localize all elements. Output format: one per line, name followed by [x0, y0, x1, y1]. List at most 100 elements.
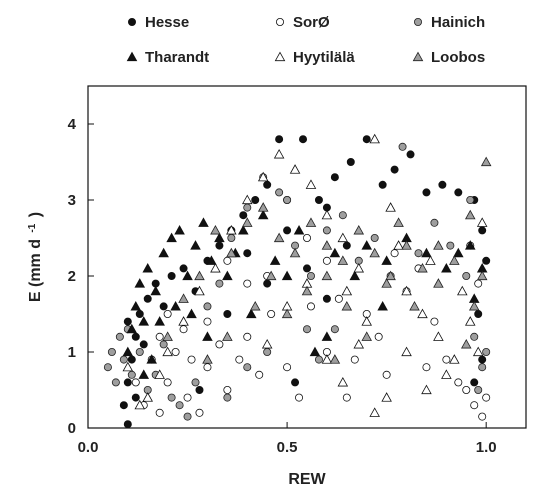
y-tick-label: 2 — [68, 268, 76, 285]
data-point — [342, 241, 351, 250]
data-point — [417, 308, 428, 319]
data-point — [122, 346, 134, 357]
data-point — [163, 378, 172, 387]
data-point — [183, 412, 192, 421]
data-point — [143, 294, 152, 303]
data-point — [454, 378, 463, 387]
data-point — [482, 347, 491, 356]
data-point — [301, 285, 313, 296]
data-point — [215, 241, 224, 250]
data-point — [381, 255, 392, 265]
series-3 — [122, 209, 488, 379]
data-point — [433, 240, 444, 250]
data-point — [215, 340, 224, 349]
data-point — [273, 148, 285, 159]
data-point — [362, 135, 371, 144]
data-point — [195, 385, 204, 394]
data-point — [283, 195, 292, 204]
data-point — [178, 293, 189, 303]
data-point — [353, 338, 365, 349]
data-point — [353, 262, 365, 273]
data-point — [442, 355, 451, 364]
data-point — [361, 316, 373, 326]
data-point — [187, 355, 196, 364]
data-point — [155, 408, 164, 417]
data-point — [401, 285, 412, 296]
data-point — [273, 232, 285, 243]
data-point — [361, 331, 373, 341]
legend-marker — [413, 17, 422, 26]
data-point — [321, 240, 333, 250]
data-point — [135, 347, 144, 356]
legend-label: Loobos — [431, 49, 485, 66]
y-tick-label: 1 — [68, 344, 76, 361]
data-point — [322, 256, 331, 265]
data-point — [226, 224, 237, 235]
data-point — [182, 270, 193, 281]
data-point — [421, 384, 432, 395]
data-point — [194, 285, 205, 296]
data-point — [476, 270, 488, 281]
data-point — [241, 217, 253, 227]
data-point — [123, 420, 132, 429]
data-point — [126, 323, 138, 334]
x-tick-label: 0.0 — [78, 439, 99, 456]
data-point — [245, 308, 257, 319]
data-point — [190, 240, 201, 250]
data-point — [241, 194, 253, 205]
data-point — [464, 316, 476, 326]
data-point — [191, 378, 200, 387]
data-point — [257, 202, 269, 212]
data-point — [321, 270, 333, 281]
data-point — [179, 264, 188, 273]
data-point — [406, 150, 415, 159]
legend-item: Loobos — [412, 49, 485, 66]
data-point — [210, 262, 221, 273]
data-point — [346, 157, 355, 166]
legend-item: Hainich — [413, 14, 485, 31]
data-point — [369, 247, 380, 258]
legend-label: Tharandt — [145, 49, 209, 66]
data-point — [243, 332, 252, 341]
data-point — [361, 240, 373, 250]
data-point — [281, 308, 293, 319]
data-point — [381, 392, 392, 402]
data-point — [223, 385, 232, 394]
data-point — [299, 135, 308, 144]
data-point — [369, 407, 380, 417]
data-point — [122, 361, 134, 372]
data-point — [321, 209, 333, 220]
data-point — [170, 300, 181, 311]
data-point — [350, 355, 359, 364]
data-point — [269, 255, 281, 265]
data-point — [263, 279, 272, 288]
data-point — [283, 226, 292, 235]
data-point — [329, 354, 341, 364]
data-point — [305, 179, 317, 189]
data-point — [441, 262, 452, 273]
data-point — [223, 309, 232, 318]
data-point — [337, 232, 349, 243]
data-point — [115, 332, 124, 341]
data-point — [337, 255, 349, 265]
data-point — [275, 188, 284, 197]
data-point — [167, 393, 176, 402]
data-point — [162, 346, 173, 357]
data-point — [422, 188, 431, 197]
data-point — [265, 270, 277, 281]
data-point — [478, 226, 487, 235]
data-point — [468, 300, 480, 311]
data-point — [198, 217, 209, 227]
data-point — [166, 232, 177, 243]
data-point — [123, 317, 132, 326]
data-point — [374, 332, 383, 341]
legend-label: Hesse — [145, 14, 189, 31]
data-point — [338, 211, 347, 220]
data-point — [243, 363, 252, 372]
data-point — [210, 224, 221, 235]
data-point — [206, 255, 217, 265]
data-points — [103, 133, 492, 429]
data-point — [195, 408, 204, 417]
data-point — [401, 240, 412, 250]
data-point — [381, 278, 392, 288]
